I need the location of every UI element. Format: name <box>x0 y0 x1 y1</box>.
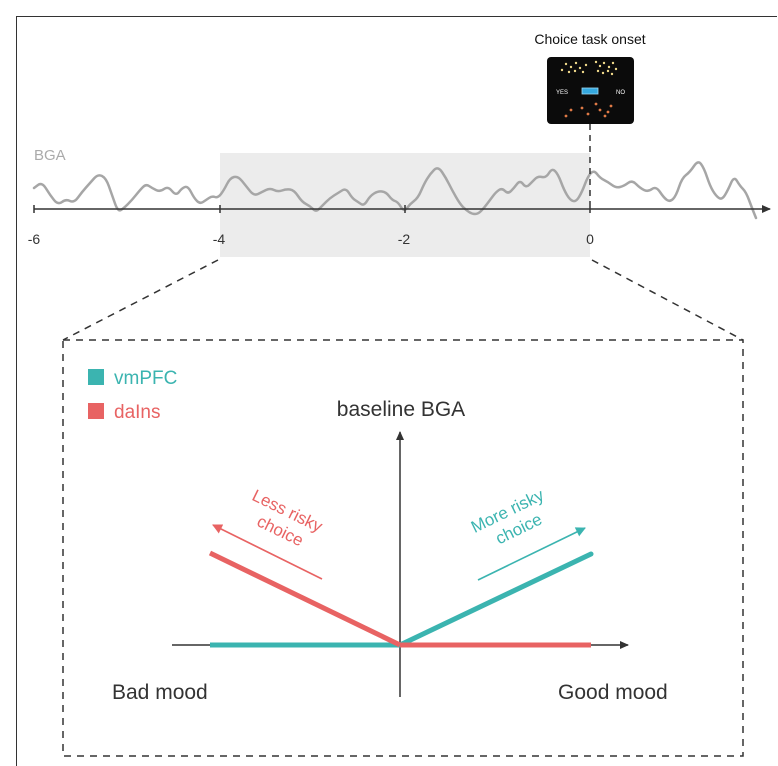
no-label: NO <box>616 90 625 96</box>
figure-frame <box>16 16 777 766</box>
loss-dot <box>603 114 607 118</box>
less-risky-label: Less risky choice <box>240 486 330 557</box>
gamble-dot <box>569 65 573 69</box>
x-axis-label-right: Good mood <box>558 681 668 704</box>
x-axis-label-left: Bad mood <box>112 681 208 704</box>
gamble-dot <box>573 69 577 73</box>
task-screen-thumbnail: YES NO <box>547 57 634 124</box>
bga-label: BGA <box>34 147 66 164</box>
gamble-dot <box>610 72 614 76</box>
loss-dot <box>564 114 568 118</box>
zoom-connector-left <box>62 259 219 341</box>
gamble-dot <box>596 69 600 73</box>
tick-label-minus6: -6 <box>28 231 41 247</box>
loss-dot <box>609 104 613 108</box>
choice-bar <box>581 87 599 95</box>
loss-dot <box>580 106 584 110</box>
y-axis-label: baseline BGA <box>337 398 465 421</box>
gamble-dot <box>606 69 610 73</box>
vmpfc-rising-line <box>397 551 594 648</box>
gamble-dot <box>564 62 568 66</box>
loss-dot <box>594 102 598 106</box>
onset-label: Choice task onset <box>534 31 645 47</box>
legend-swatch-dains <box>88 403 104 419</box>
legend-swatch-vmpfc <box>88 369 104 385</box>
zoom-box <box>62 339 744 757</box>
gamble-dot <box>578 66 582 70</box>
tick-label-minus4: -4 <box>213 231 226 247</box>
yes-label: YES <box>556 90 568 96</box>
gamble-dot <box>607 65 611 69</box>
tick-label-minus2: -2 <box>398 231 411 247</box>
tick-label-zero: 0 <box>586 231 594 247</box>
gamble-dot <box>594 60 598 64</box>
loss-dots <box>564 102 613 118</box>
gamble-dot <box>602 61 606 65</box>
more-risky-label: More risky choice <box>468 483 560 555</box>
less-risky-arrow <box>212 524 323 580</box>
gamble-dot <box>581 70 585 74</box>
gamble-dot <box>584 63 588 67</box>
legend-label-vmpfc: vmPFC <box>114 368 177 389</box>
legend-label-dains: daIns <box>114 402 160 423</box>
gamble-dot <box>614 67 618 71</box>
loss-dot <box>569 108 573 112</box>
gamble-dots <box>560 60 618 76</box>
dains-falling-line <box>208 550 402 648</box>
gamble-dot <box>560 68 564 72</box>
bga-trace <box>32 161 758 220</box>
more-risky-arrow <box>477 527 586 581</box>
loss-dot <box>606 110 610 114</box>
gamble-dot <box>601 71 605 75</box>
loss-dot <box>586 112 590 116</box>
loss-dot <box>598 108 602 112</box>
gamble-dot <box>567 70 571 74</box>
gamble-dot <box>611 61 615 65</box>
gamble-dot <box>598 64 602 68</box>
zoom-connector-right <box>591 259 744 341</box>
gamble-dot <box>574 61 578 65</box>
